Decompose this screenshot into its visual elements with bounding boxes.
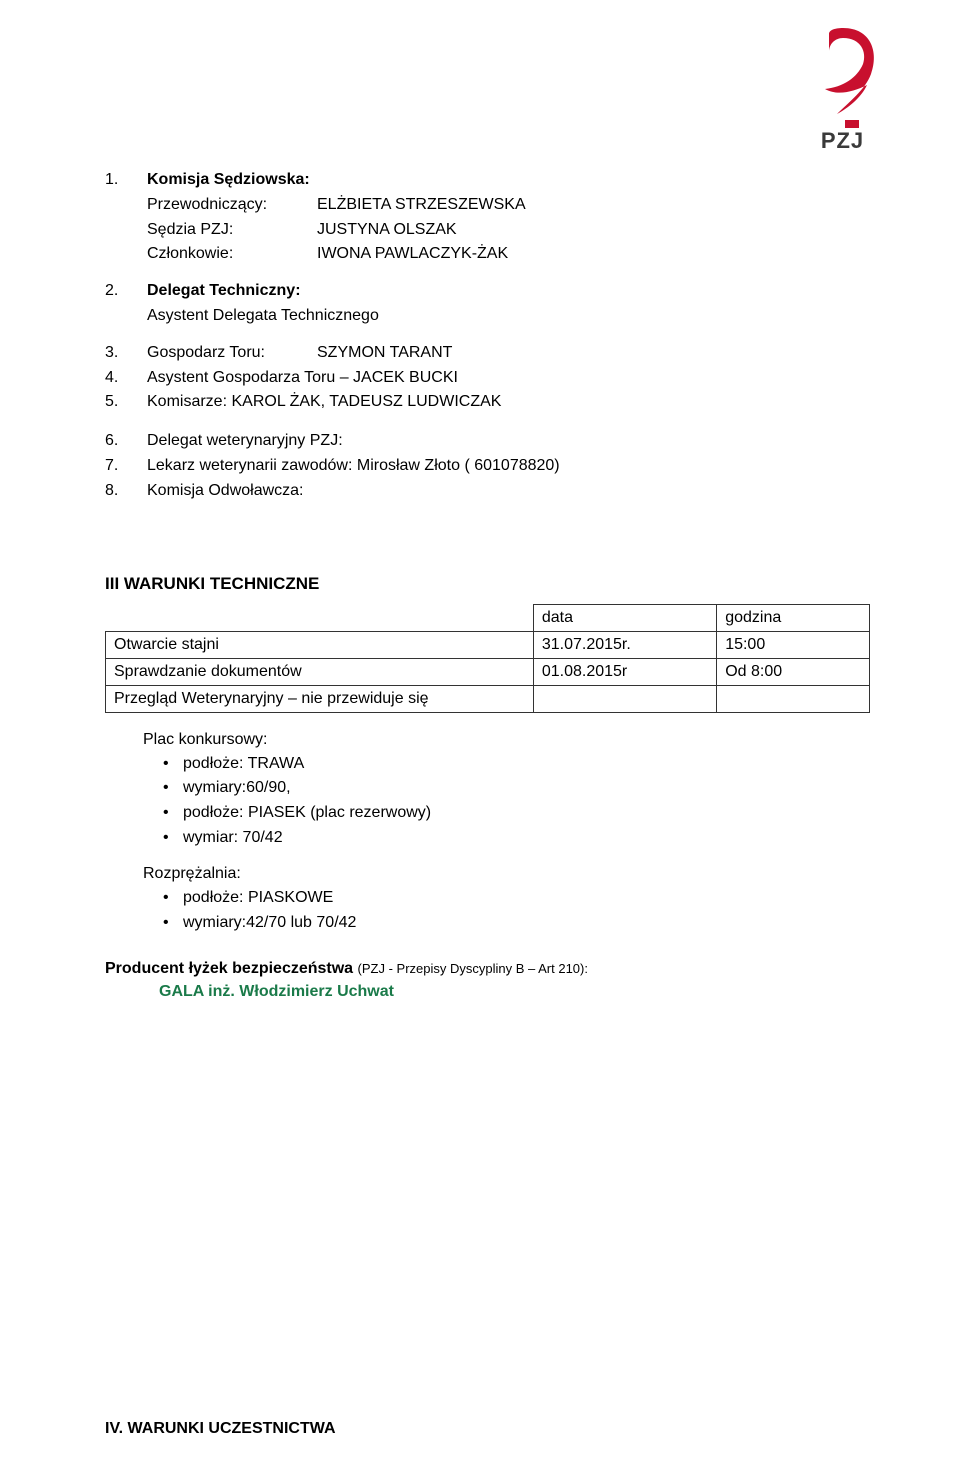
r1-time: Od 8:00	[717, 658, 870, 685]
list-item: podłoże: PIASEK (plac rezerwowy)	[163, 801, 870, 826]
r0-label: Otwarcie stajni	[106, 631, 534, 658]
section-2: 2. Delegat Techniczny: Asystent Delegata…	[105, 279, 870, 329]
logo: PZJ	[785, 24, 900, 154]
producer-bold: Producent łyżek bezpieczeństwa	[105, 960, 358, 977]
num-2: 2.	[105, 279, 147, 304]
section-6: 6. Delegat weterynaryjny PZJ:	[105, 429, 870, 454]
producer-line: Producent łyżek bezpieczeństwa (PZJ - Pr…	[105, 957, 870, 981]
logo-text: PZJ	[785, 128, 900, 154]
r0-time: 15:00	[717, 631, 870, 658]
table-row: Przegląd Weterynaryjny – nie przewiduje …	[106, 685, 870, 712]
plac-title: Plac konkursowy:	[143, 731, 870, 749]
num-7: 7.	[105, 454, 147, 479]
section-4: 4. Asystent Gospodarza Toru – JACEK BUCK…	[105, 366, 870, 391]
s1-title: Komisja Sędziowska:	[147, 168, 870, 193]
s6-text: Delegat weterynaryjny PZJ:	[147, 429, 870, 454]
s2-sub: Asystent Delegata Technicznego	[147, 304, 870, 329]
list-item: podłoże: PIASKOWE	[163, 886, 870, 911]
producer-small: (PZJ - Przepisy Dyscypliny B – Art 210):	[358, 961, 588, 976]
s7-text: Lekarz weterynarii zawodów: Mirosław Zło…	[147, 454, 870, 479]
roz-title: Rozprężalnia:	[143, 865, 870, 883]
num-5: 5.	[105, 390, 147, 415]
num-1: 1.	[105, 168, 147, 193]
r2-date	[533, 685, 716, 712]
r2-time	[717, 685, 870, 712]
tech-table: data godzina Otwarcie stajni 31.07.2015r…	[105, 604, 870, 713]
s3-val: SZYMON TARANT	[317, 341, 452, 366]
s3-label: Gospodarz Toru:	[147, 341, 317, 366]
s1-r1-val: JUSTYNA OLSZAK	[317, 218, 457, 243]
r1-label: Sprawdzanie dokumentów	[106, 658, 534, 685]
section-5: 5. Komisarze: KAROL ŻAK, TADEUSZ LUDWICZ…	[105, 390, 870, 415]
section-1: 1. Komisja Sędziowska: Przewodniczący: E…	[105, 168, 870, 267]
r2-label: Przegląd Weterynaryjny – nie przewiduje …	[106, 685, 534, 712]
footer-heading: IV. WARUNKI UCZESTNICTWA	[105, 1420, 336, 1438]
s1-r1-label: Sędzia PZJ:	[147, 218, 317, 243]
roz-list: podłoże: PIASKOWE wymiary:42/70 lub 70/4…	[105, 886, 870, 936]
s1-r0-label: Przewodniczący:	[147, 193, 317, 218]
num-6: 6.	[105, 429, 147, 454]
th-data: data	[533, 604, 716, 631]
s1-r2-val: IWONA PAWLACZYK-ŻAK	[317, 242, 508, 267]
plac-list: podłoże: TRAWA wymiary:60/90, podłoże: P…	[105, 752, 870, 851]
section-3: 3. Gospodarz Toru: SZYMON TARANT	[105, 341, 870, 366]
list-item: wymiary:60/90,	[163, 776, 870, 801]
s2-title: Delegat Techniczny:	[147, 279, 870, 304]
s5-text: Komisarze: KAROL ŻAK, TADEUSZ LUDWICZAK	[147, 390, 870, 415]
producer-gala: GALA inż. Włodzimierz Uchwat	[159, 983, 870, 1001]
th-godzina: godzina	[717, 604, 870, 631]
num-8: 8.	[105, 479, 147, 504]
pzj-logo-icon	[803, 24, 883, 134]
s1-r0-val: ELŻBIETA STRZESZEWSKA	[317, 193, 526, 218]
table-row: Sprawdzanie dokumentów 01.08.2015r Od 8:…	[106, 658, 870, 685]
section-8: 8. Komisja Odwoławcza:	[105, 479, 870, 504]
list-item: wymiary:42/70 lub 70/42	[163, 911, 870, 936]
num-4: 4.	[105, 366, 147, 391]
s4-text: Asystent Gospodarza Toru – JACEK BUCKI	[147, 366, 870, 391]
section-7: 7. Lekarz weterynarii zawodów: Mirosław …	[105, 454, 870, 479]
tech-heading: III WARUNKI TECHNICZNE	[105, 574, 870, 594]
s8-text: Komisja Odwoławcza:	[147, 479, 870, 504]
s1-r2-label: Członkowie:	[147, 242, 317, 267]
page: PZJ 1. Komisja Sędziowska: Przewodnicząc…	[0, 0, 960, 1482]
r1-date: 01.08.2015r	[533, 658, 716, 685]
list-item: podłoże: TRAWA	[163, 752, 870, 777]
list-item: wymiar: 70/42	[163, 826, 870, 851]
r0-date: 31.07.2015r.	[533, 631, 716, 658]
table-row: Otwarcie stajni 31.07.2015r. 15:00	[106, 631, 870, 658]
num-3: 3.	[105, 341, 147, 366]
